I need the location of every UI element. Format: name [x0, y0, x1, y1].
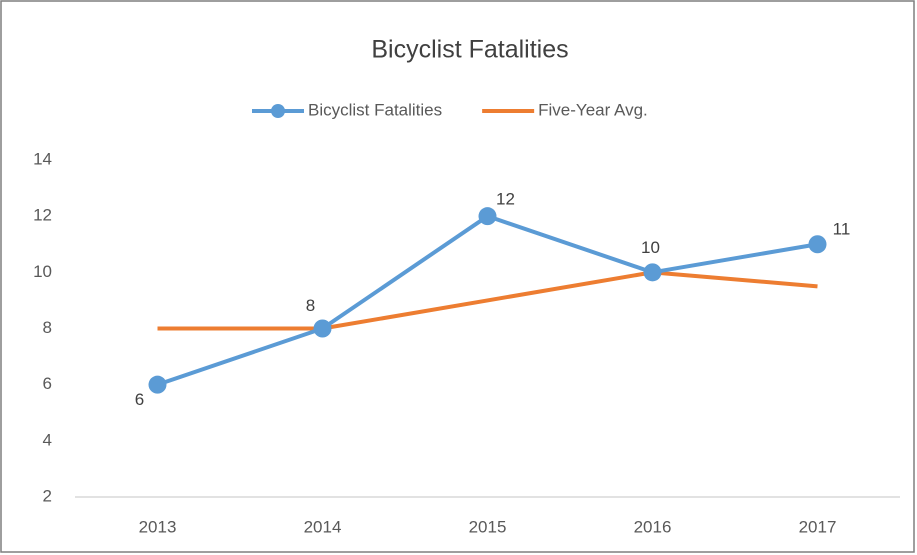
data-label: 6: [135, 390, 144, 409]
data-point: [808, 235, 827, 254]
data-label: 11: [833, 220, 851, 239]
y-tick-label: 10: [33, 262, 52, 281]
legend-marker: [271, 104, 285, 118]
data-label: 10: [641, 238, 660, 257]
data-point: [148, 375, 167, 394]
y-tick-label: 8: [43, 318, 52, 337]
legend-label: Five-Year Avg.: [538, 100, 648, 119]
y-tick-label: 4: [43, 430, 52, 449]
x-tick-label: 2015: [469, 517, 507, 536]
y-tick-label: 12: [33, 206, 52, 225]
x-tick-label: 2014: [304, 517, 342, 536]
x-tick-label: 2013: [139, 517, 177, 536]
data-point: [643, 263, 662, 282]
x-tick-label: 2016: [634, 517, 672, 536]
y-tick-label: 14: [33, 149, 52, 168]
data-label: 8: [306, 296, 315, 315]
legend-label: Bicyclist Fatalities: [308, 100, 442, 119]
y-tick-label: 2: [43, 486, 52, 505]
series-line: [157, 270, 818, 331]
data-point: [478, 207, 497, 226]
y-tick-label: 6: [43, 374, 52, 393]
data-point: [313, 319, 332, 338]
data-label: 12: [496, 190, 515, 209]
chart-title: Bicyclist Fatalities: [371, 36, 568, 64]
x-tick-label: 2017: [799, 517, 837, 536]
